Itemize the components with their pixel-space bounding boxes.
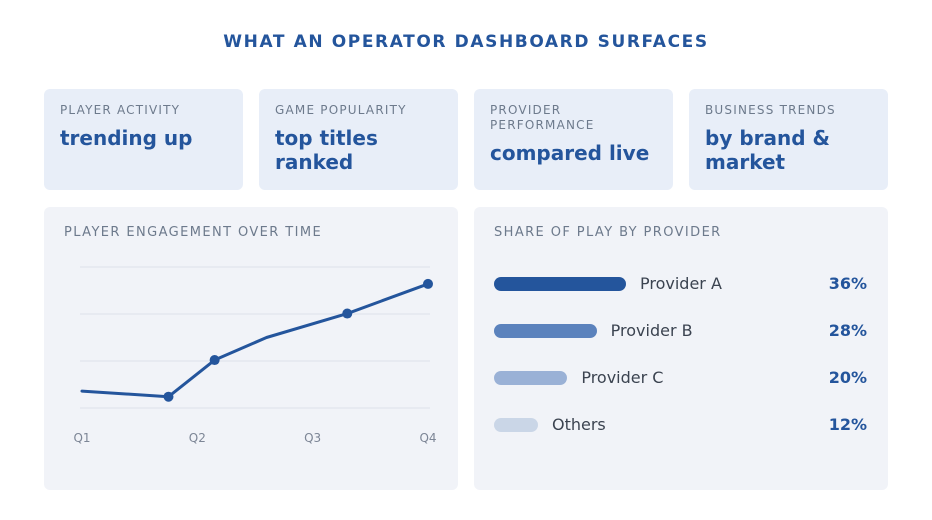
engagement-data-point bbox=[342, 308, 353, 319]
kpi-value: trending up bbox=[60, 126, 193, 150]
kpi-value: top titles ranked bbox=[275, 126, 378, 174]
engagement-line-chart: Q1 Q2 Q3 Q4 bbox=[73, 266, 437, 445]
share-row-value: 28% bbox=[828, 321, 867, 340]
kpi-label: PLAYER ACTIVITY bbox=[60, 103, 181, 117]
engagement-series-line bbox=[80, 282, 430, 399]
share-row-label: Provider B bbox=[610, 321, 693, 340]
share-row-value: 12% bbox=[828, 415, 867, 434]
share-bar bbox=[494, 277, 626, 291]
kpi-card-business-trends: BUSINESS TRENDS by brand & market bbox=[689, 89, 888, 190]
kpi-label: GAME POPULARITY bbox=[275, 103, 407, 117]
share-row-label: Others bbox=[552, 415, 606, 434]
share-row-value: 20% bbox=[828, 368, 867, 387]
share-bar bbox=[494, 371, 568, 385]
share-bar bbox=[494, 418, 538, 432]
kpi-label: PROVIDER PERFORMANCE bbox=[490, 103, 595, 132]
x-tick-label: Q3 bbox=[304, 431, 321, 445]
share-row: Provider C 20% bbox=[494, 366, 867, 390]
engagement-title: PLAYER ENGAGEMENT OVER TIME bbox=[64, 225, 323, 240]
share-row-value: 36% bbox=[828, 274, 867, 293]
share-bar bbox=[494, 324, 597, 338]
kpi-label: BUSINESS TRENDS bbox=[705, 103, 836, 117]
share-row: Provider A 36% bbox=[494, 272, 867, 296]
share-row: Others 12% bbox=[494, 413, 867, 437]
engagement-data-point bbox=[163, 391, 174, 402]
x-tick-label: Q4 bbox=[419, 431, 436, 445]
share-title: SHARE OF PLAY BY PROVIDER bbox=[494, 225, 722, 240]
kpi-value: by brand & market bbox=[705, 126, 830, 174]
x-tick-label: Q1 bbox=[73, 431, 90, 445]
share-row-label: Provider C bbox=[581, 368, 664, 387]
page-title: WHAT AN OPERATOR DASHBOARD SURFACES bbox=[223, 32, 709, 52]
kpi-card-provider-performance: PROVIDER PERFORMANCE compared live bbox=[474, 89, 673, 190]
x-tick-label: Q2 bbox=[189, 431, 206, 445]
engagement-panel: PLAYER ENGAGEMENT OVER TIME Q1 Q2 Q3 Q4 bbox=[44, 207, 458, 490]
share-row-label: Provider A bbox=[640, 274, 722, 293]
kpi-card-player-activity: PLAYER ACTIVITY trending up bbox=[44, 89, 243, 190]
engagement-data-point bbox=[423, 278, 433, 289]
kpi-value: compared live bbox=[490, 141, 650, 165]
share-panel: SHARE OF PLAY BY PROVIDER Provider A 36%… bbox=[474, 207, 888, 490]
engagement-data-point bbox=[209, 355, 220, 366]
share-row: Provider B 28% bbox=[494, 319, 867, 343]
kpi-card-game-popularity: GAME POPULARITY top titles ranked bbox=[259, 89, 458, 190]
